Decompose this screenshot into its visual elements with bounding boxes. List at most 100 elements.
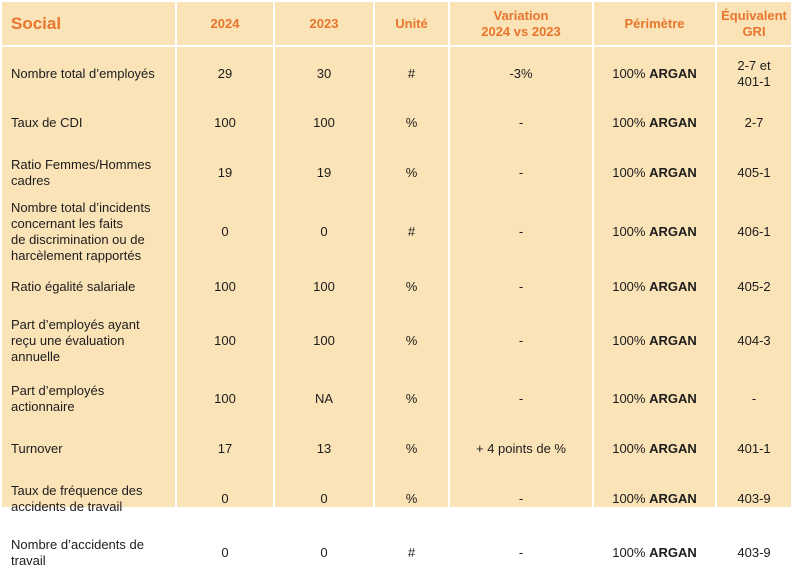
unit-cell: % — [373, 264, 450, 310]
value-2023: 0 — [273, 526, 375, 580]
gri-cell: 403-9 — [715, 526, 791, 580]
variation-cell: - — [448, 372, 594, 426]
table-row: Ratio égalité salariale 100 100% -100% ARGA… — [2, 264, 791, 310]
perimeter-percent: 100% — [612, 65, 646, 81]
row-label: Nombre total d’incidents concernant les f… — [2, 200, 177, 264]
perimeter-percent: 100% — [612, 165, 646, 180]
unit-cell: % — [373, 100, 450, 146]
header-2023: 2023 — [273, 2, 375, 47]
value-2023: 100 — [273, 310, 375, 372]
perimeter-entity: ARGAN — [649, 545, 697, 560]
header-gri: Équivalent GRI — [715, 2, 791, 47]
variation-cell: - — [448, 146, 594, 200]
perimeter-entity: ARGAN — [649, 333, 697, 348]
perimeter-entity: ARGAN — [649, 65, 697, 81]
perimeter-cell: 100% ARGAN — [592, 146, 717, 200]
value-2024: 100 — [175, 264, 275, 310]
perimeter-cell: 100% ARGAN — [592, 472, 717, 526]
gri-cell: 2-7 et 401-1 — [715, 46, 791, 100]
unit-cell: % — [373, 310, 450, 372]
gri-cell: 405-2 — [715, 264, 791, 310]
table-row: Part d’employés ayant reçu une évaluation… — [2, 310, 791, 372]
row-label: Ratio égalité salariale — [2, 264, 177, 310]
value-2024: 0 — [175, 200, 275, 264]
unit-cell: # — [373, 526, 450, 580]
value-2023: 30 — [273, 46, 375, 100]
perimeter-cell: 100% ARGAN — [592, 46, 717, 100]
perimeter-percent: 100% — [612, 224, 646, 239]
perimeter-entity: ARGAN — [649, 165, 697, 180]
table-row: Nombre d’accidents de travail 0 0 # -100% ARG… — [2, 526, 791, 580]
header-2024: 2024 — [175, 2, 275, 47]
table-row: Turnover 17 13% + 4 points de % 100% ARGAN 40… — [2, 426, 791, 472]
value-2024: 0 — [175, 472, 275, 526]
gri-cell: 406-1 — [715, 200, 791, 264]
row-label: Taux de CDI — [2, 100, 177, 146]
perimeter-percent: 100% — [612, 279, 646, 294]
table-row: Nombre total d’incidents concernant les f… — [2, 200, 791, 264]
value-2023: 100 — [273, 264, 375, 310]
perimeter-percent: 100% — [612, 391, 646, 406]
unit-cell: # — [373, 200, 450, 264]
table-row: Nombre total d’employés 29 30 # -3% 100% ARGA… — [2, 46, 791, 100]
perimeter-cell: 100% ARGAN — [592, 200, 717, 264]
unit-cell: % — [373, 472, 450, 526]
variation-cell: - — [448, 472, 594, 526]
value-2024: 29 — [175, 46, 275, 100]
header-unit: Unité — [373, 2, 450, 47]
table-row: Taux de fréquence des accidents de travai… — [2, 472, 791, 526]
value-2024: 19 — [175, 146, 275, 200]
gri-cell: 401-1 — [715, 426, 791, 472]
perimeter-entity: ARGAN — [649, 279, 697, 294]
row-label: Nombre d’accidents de travail — [2, 526, 177, 580]
row-label: Turnover — [2, 426, 177, 472]
variation-cell: - — [448, 310, 594, 372]
variation-cell: - — [448, 200, 594, 264]
unit-cell: % — [373, 146, 450, 200]
table-row: Taux de CDI 100 100% -100% ARGAN 2-7 — [2, 100, 791, 146]
row-label: Ratio Femmes/Hommes cadres — [2, 146, 177, 200]
unit-cell: % — [373, 372, 450, 426]
perimeter-cell: 100% ARGAN — [592, 310, 717, 372]
perimeter-cell: 100% ARGAN — [592, 100, 717, 146]
unit-cell: # — [373, 46, 450, 100]
variation-cell: + 4 points de % — [448, 426, 594, 472]
perimeter-cell: 100% ARGAN — [592, 526, 717, 580]
perimeter-entity: ARGAN — [649, 391, 697, 406]
perimeter-cell: 100% ARGAN — [592, 264, 717, 310]
perimeter-percent: 100% — [612, 491, 646, 506]
value-2024: 100 — [175, 310, 275, 372]
row-label: Part d’employés ayant reçu une évaluation… — [2, 310, 177, 372]
value-2024: 17 — [175, 426, 275, 472]
gri-cell: 2-7 — [715, 100, 791, 146]
gri-cell: 404-3 — [715, 310, 791, 372]
value-2024: 100 — [175, 372, 275, 426]
perimeter-percent: 100% — [612, 333, 646, 348]
header-variation: Variation 2024 vs 2023 — [448, 2, 594, 47]
perimeter-entity: ARGAN — [649, 224, 697, 239]
gri-cell: 403-9 — [715, 472, 791, 526]
perimeter-percent: 100% — [612, 441, 646, 456]
value-2024: 0 — [175, 526, 275, 580]
perimeter-entity: ARGAN — [649, 441, 697, 456]
variation-cell: - — [448, 264, 594, 310]
row-label: Nombre total d’employés — [2, 46, 177, 100]
value-2023: 19 — [273, 146, 375, 200]
value-2024: 100 — [175, 100, 275, 146]
gri-cell: 405-1 — [715, 146, 791, 200]
value-2023: 0 — [273, 472, 375, 526]
table-row: Ratio Femmes/Hommes cadres 19 19% -100% ARGA… — [2, 146, 791, 200]
perimeter-cell: 100% ARGAN — [592, 372, 717, 426]
perimeter-entity: ARGAN — [649, 491, 697, 506]
variation-cell: - — [448, 526, 594, 580]
value-2023: 100 — [273, 100, 375, 146]
table-row: Part d’employés actionnaire 100 NA% -100% AR… — [2, 372, 791, 426]
value-2023: 13 — [273, 426, 375, 472]
perimeter-percent: 100% — [612, 115, 646, 130]
row-label: Taux de fréquence des accidents de travai… — [2, 472, 177, 526]
unit-cell: % — [373, 426, 450, 472]
header-perimeter: Périmètre — [592, 2, 717, 47]
variation-cell: - — [448, 100, 594, 146]
value-2023: NA — [273, 372, 375, 426]
